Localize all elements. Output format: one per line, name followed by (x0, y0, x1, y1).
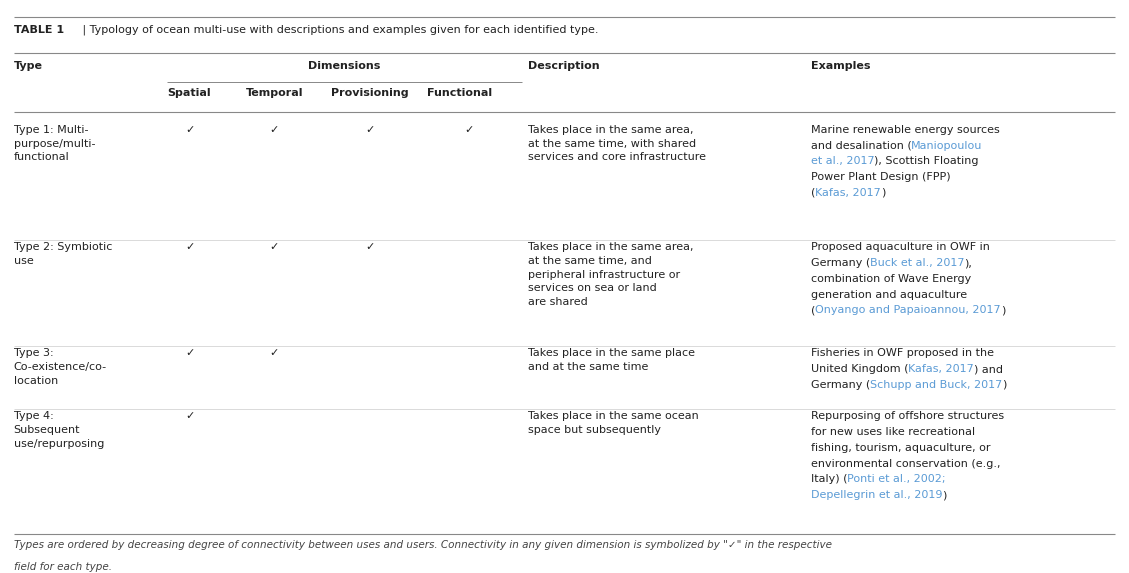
Text: Buck et al., 2017: Buck et al., 2017 (869, 258, 964, 268)
Text: Takes place in the same place
and at the same time: Takes place in the same place and at the… (528, 348, 695, 372)
Text: ), Scottish Floating: ), Scottish Floating (874, 156, 979, 166)
Text: ): ) (942, 490, 946, 500)
Text: Italy) (: Italy) ( (811, 474, 847, 484)
Text: Type 4:
Subsequent
use/repurposing: Type 4: Subsequent use/repurposing (14, 411, 104, 449)
Text: ✓: ✓ (270, 242, 279, 252)
Text: ✓: ✓ (185, 411, 194, 421)
Text: ): ) (1000, 305, 1005, 315)
Text: ✓: ✓ (185, 348, 194, 358)
Text: Spatial: Spatial (167, 88, 211, 97)
Text: Marine renewable energy sources: Marine renewable energy sources (811, 125, 999, 135)
Text: ✓: ✓ (366, 125, 375, 135)
Text: combination of Wave Energy: combination of Wave Energy (811, 274, 971, 284)
Text: ✓: ✓ (270, 125, 279, 135)
Text: Type: Type (14, 61, 43, 71)
Text: Power Plant Design (FPP): Power Plant Design (FPP) (811, 172, 951, 182)
Text: Proposed aquaculture in OWF in: Proposed aquaculture in OWF in (811, 242, 989, 252)
Text: Onyango and Papaioannou, 2017: Onyango and Papaioannou, 2017 (815, 305, 1000, 315)
Text: Repurposing of offshore structures: Repurposing of offshore structures (811, 411, 1004, 421)
Text: ✓: ✓ (270, 348, 279, 358)
Text: Type 1: Multi-
purpose/multi-
functional: Type 1: Multi- purpose/multi- functional (14, 125, 95, 162)
Text: Depellegrin et al., 2019: Depellegrin et al., 2019 (811, 490, 942, 500)
Text: Takes place in the same area,
at the same time, and
peripheral infrastructure or: Takes place in the same area, at the sam… (528, 242, 694, 307)
Text: Types are ordered by decreasing degree of connectivity between uses and users. C: Types are ordered by decreasing degree o… (14, 540, 832, 550)
Text: Dimensions: Dimensions (308, 61, 380, 71)
Text: ✓: ✓ (464, 125, 473, 135)
Text: Description: Description (528, 61, 599, 71)
Text: Germany (: Germany ( (811, 258, 869, 268)
Text: (: ( (811, 305, 815, 315)
Text: Fisheries in OWF proposed in the: Fisheries in OWF proposed in the (811, 348, 994, 358)
Text: ): ) (881, 188, 885, 198)
Text: Functional: Functional (427, 88, 492, 97)
Text: Maniopoulou: Maniopoulou (911, 140, 982, 151)
Text: United Kingdom (: United Kingdom ( (811, 364, 908, 374)
Text: Kafas, 2017: Kafas, 2017 (908, 364, 974, 374)
Text: (: ( (811, 188, 815, 198)
Text: environmental conservation (e.g.,: environmental conservation (e.g., (811, 458, 1000, 469)
Text: ✓: ✓ (185, 242, 194, 252)
Text: Examples: Examples (811, 61, 870, 71)
Text: ) and: ) and (974, 364, 1003, 374)
Text: Ponti et al., 2002;: Ponti et al., 2002; (847, 474, 946, 484)
Text: Kafas, 2017: Kafas, 2017 (815, 188, 881, 198)
Text: Type 3:
Co-existence/co-
location: Type 3: Co-existence/co- location (14, 348, 106, 386)
Text: ✓: ✓ (366, 242, 375, 252)
Text: Takes place in the same ocean
space but subsequently: Takes place in the same ocean space but … (528, 411, 699, 435)
Text: TABLE 1: TABLE 1 (14, 25, 63, 34)
Text: ✓: ✓ (185, 125, 194, 135)
Text: field for each type.: field for each type. (14, 562, 112, 572)
Text: Germany (: Germany ( (811, 380, 869, 390)
Text: | Typology of ocean multi-use with descriptions and examples given for each iden: | Typology of ocean multi-use with descr… (79, 25, 598, 35)
Text: Provisioning: Provisioning (331, 88, 409, 97)
Text: generation and aquaculture: generation and aquaculture (811, 290, 966, 300)
Text: et al., 2017: et al., 2017 (811, 156, 874, 166)
Text: Type 2: Symbiotic
use: Type 2: Symbiotic use (14, 242, 112, 266)
Text: for new uses like recreational: for new uses like recreational (811, 427, 974, 437)
Text: Schupp and Buck, 2017: Schupp and Buck, 2017 (869, 380, 1003, 390)
Text: and desalination (: and desalination ( (811, 140, 911, 151)
Text: fishing, tourism, aquaculture, or: fishing, tourism, aquaculture, or (811, 443, 990, 453)
Text: Temporal: Temporal (246, 88, 304, 97)
Text: Takes place in the same area,
at the same time, with shared
services and core in: Takes place in the same area, at the sam… (528, 125, 707, 162)
Text: ): ) (1003, 380, 1006, 390)
Text: ),: ), (964, 258, 972, 268)
